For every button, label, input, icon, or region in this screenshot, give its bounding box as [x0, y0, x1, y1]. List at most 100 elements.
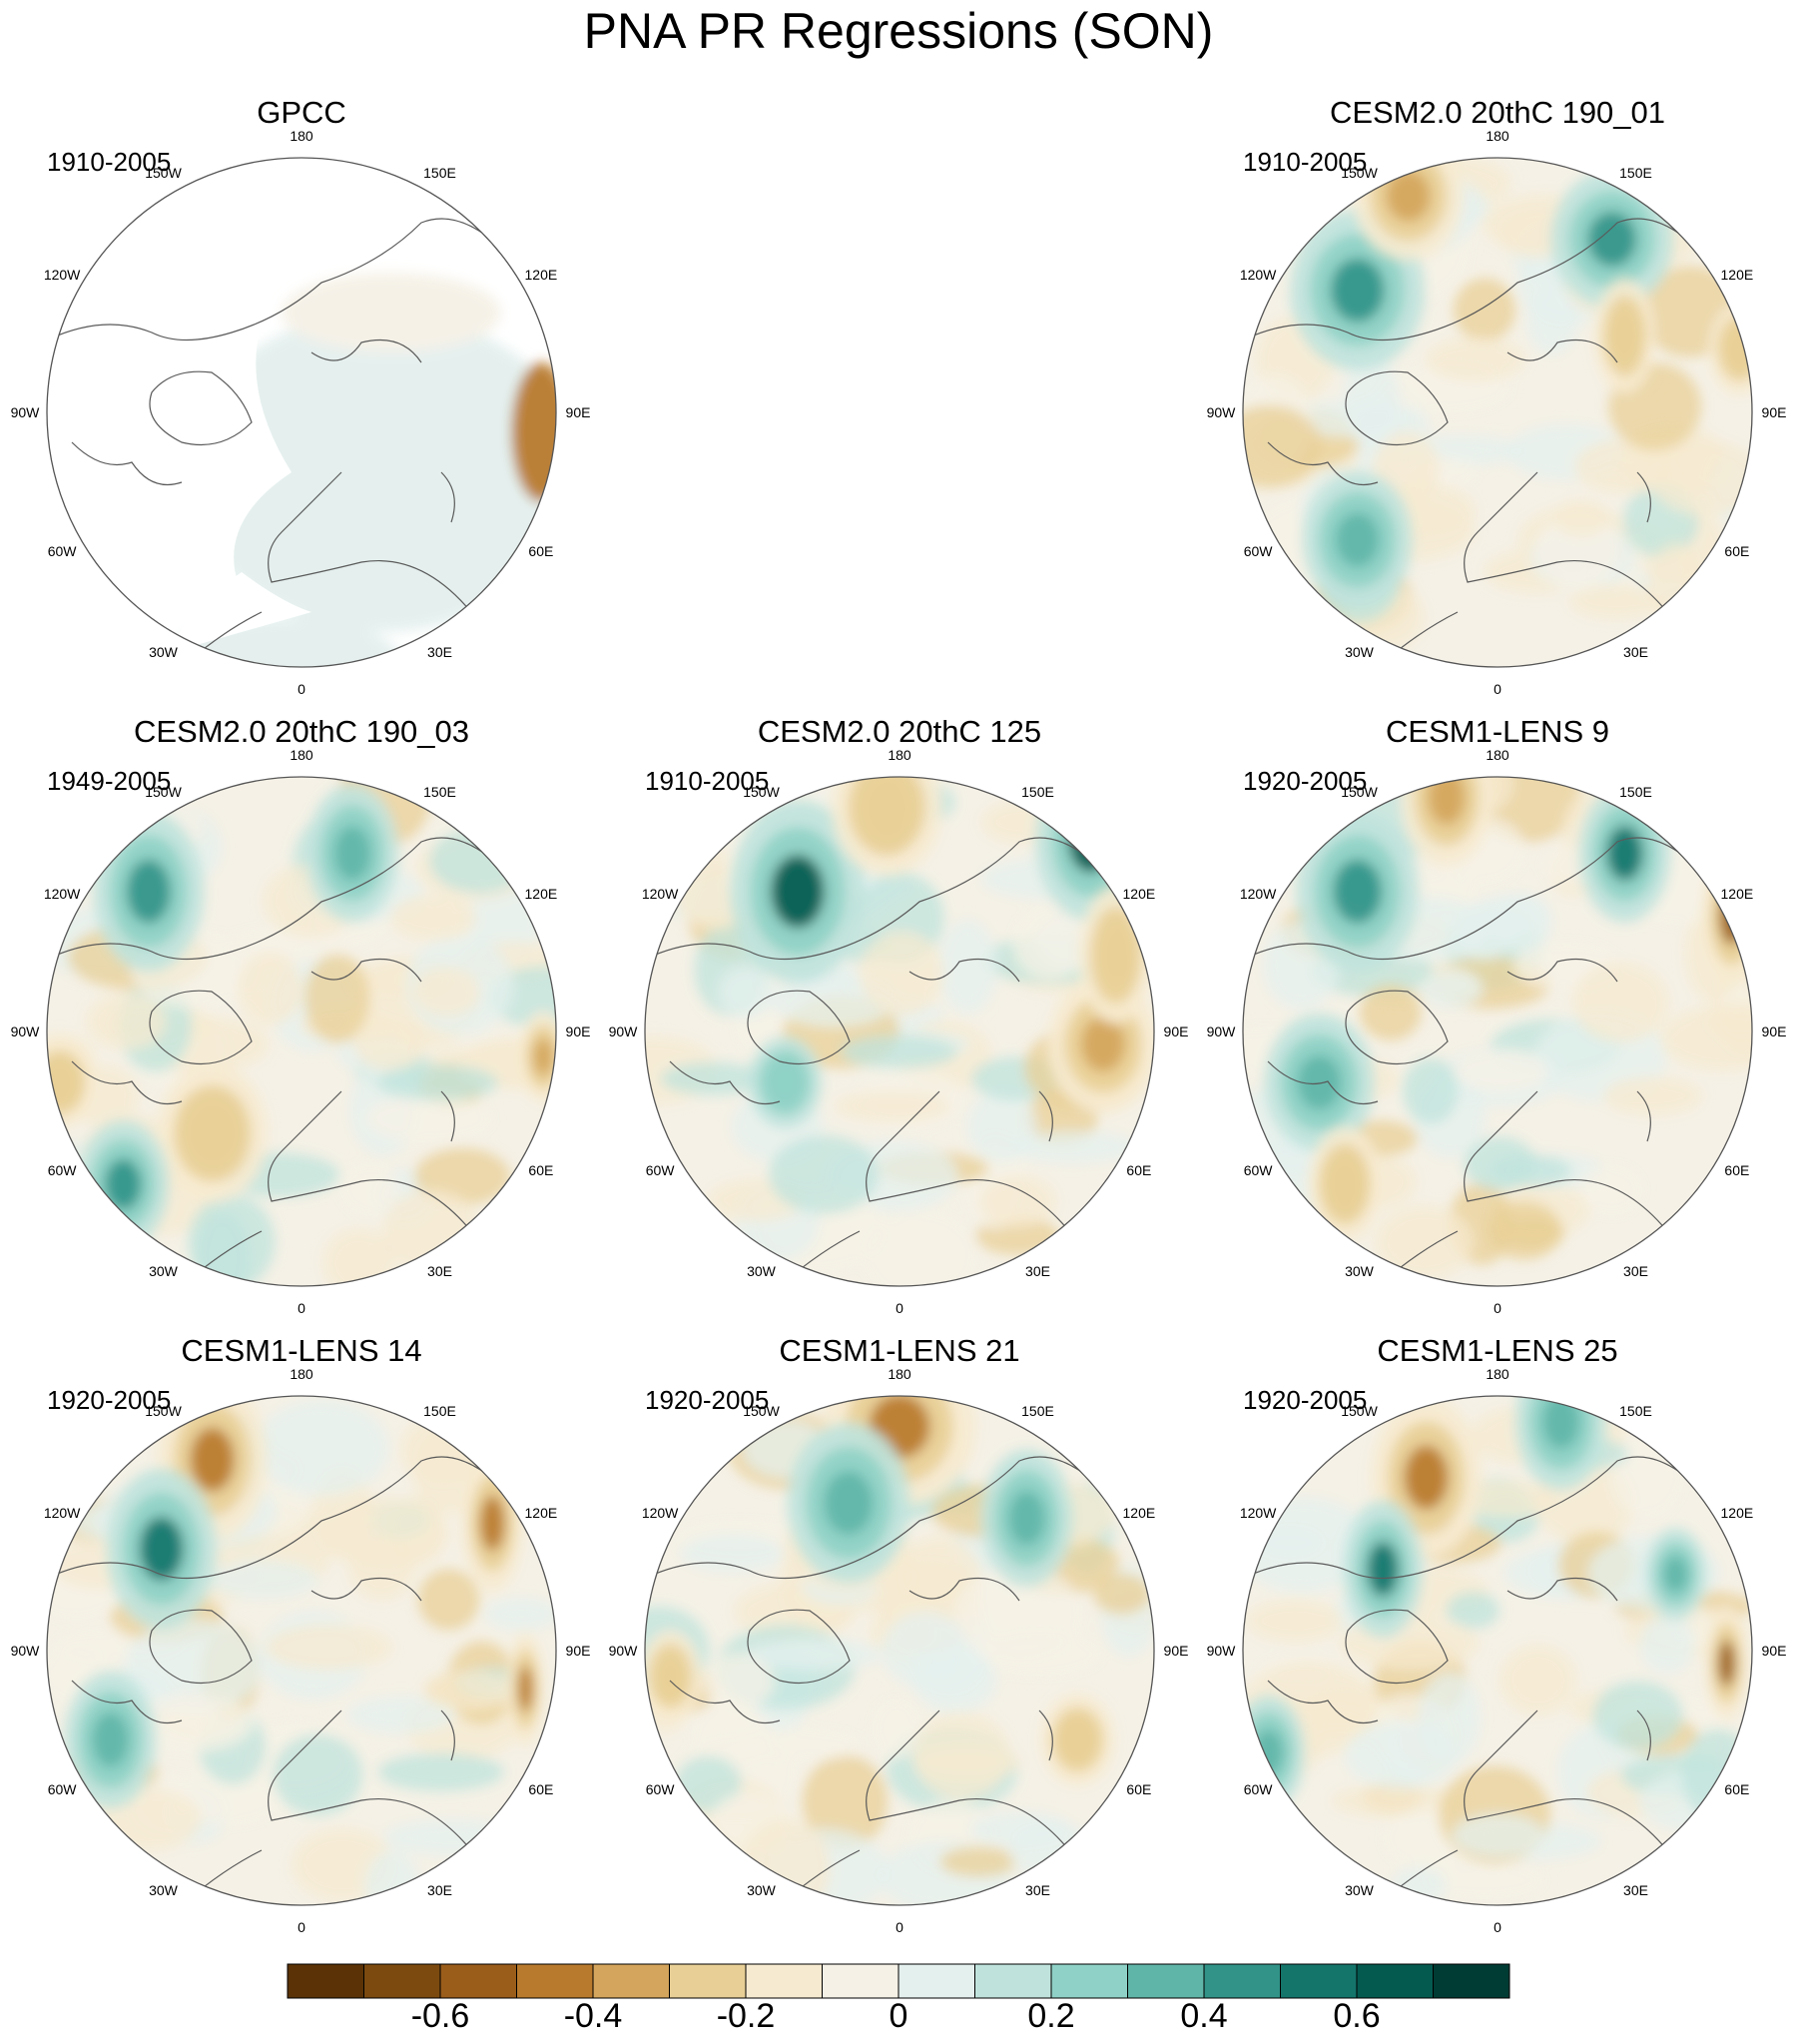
field-region	[770, 1063, 800, 1101]
longitude-label: 60E	[528, 542, 554, 559]
ocean-mask	[47, 300, 292, 612]
longitude-label: 150W	[743, 1403, 780, 1420]
longitude-label: 30W	[149, 643, 178, 660]
coastline	[1038, 1090, 1053, 1142]
field-region	[282, 273, 501, 352]
field-region	[1386, 170, 1431, 222]
field-region	[865, 780, 909, 836]
coastline	[71, 441, 183, 486]
longitude-label: 150E	[1619, 1403, 1652, 1420]
colorbar-tick-label: 0	[889, 1997, 908, 2035]
field-region	[175, 1767, 284, 1826]
longitude-label: 180	[290, 128, 313, 144]
longitude-label: 120E	[1122, 885, 1156, 902]
colorbar-tick-label: 0.4	[1180, 1997, 1228, 2035]
longitude-label: 150W	[1341, 165, 1378, 182]
coastline	[1267, 1060, 1379, 1105]
longitude-label: 180	[888, 1366, 911, 1382]
field-region	[304, 954, 370, 1043]
longitude-label: 60E	[528, 1161, 554, 1178]
panel-title: CESM1-LENS 25	[1377, 1333, 1618, 1368]
longitude-label: 60E	[528, 1780, 554, 1797]
longitude-label: 90W	[1206, 1023, 1236, 1039]
field-region	[1335, 511, 1380, 568]
field-region	[1062, 1720, 1093, 1758]
coastline	[310, 958, 422, 983]
longitude-label: 30W	[149, 1262, 178, 1279]
field-region	[1454, 278, 1515, 341]
field-region	[1612, 313, 1637, 359]
field-region	[1403, 1057, 1459, 1124]
map-panel: CESM1-LENS 21 1920-2005 180 150E 120E 90E 60…	[600, 1333, 1199, 1952]
colorbar-swatch	[516, 1963, 594, 1999]
field-region	[938, 919, 997, 1015]
field-region	[1426, 337, 1525, 381]
polar-map	[1242, 1395, 1753, 1906]
field-region	[190, 1427, 235, 1492]
field-region	[412, 967, 480, 1016]
longitude-label: 30E	[1025, 1262, 1050, 1279]
field-region	[339, 1162, 399, 1216]
field-region	[123, 1619, 262, 1715]
map-border	[644, 1395, 1155, 1906]
longitude-label: 90E	[565, 1643, 591, 1659]
longitude-label: 120E	[1720, 885, 1754, 902]
field-region	[1360, 984, 1422, 1040]
longitude-label: 180	[1486, 747, 1509, 763]
longitude-label: 90W	[10, 1643, 40, 1659]
longitude-label: 90E	[1163, 1023, 1189, 1039]
map-panel: CESM2.0 20thC 190_01 1910-2005 180 150E 12…	[1198, 95, 1797, 714]
longitude-label: 90W	[10, 1023, 40, 1039]
field-region	[1592, 1681, 1683, 1750]
field-region	[382, 1189, 481, 1274]
longitude-label: 150E	[423, 1403, 456, 1420]
longitude-label: 90W	[1206, 404, 1236, 420]
longitude-label: 90W	[608, 1643, 638, 1659]
panel-period: 1910-2005	[47, 147, 172, 177]
polar-map	[644, 1395, 1155, 1906]
polar-map	[46, 157, 557, 668]
panel-title: GPCC	[257, 95, 346, 130]
field-region	[1367, 1541, 1400, 1597]
longitude-label: 0	[896, 1300, 903, 1316]
longitude-label: 90E	[1761, 1023, 1787, 1039]
coastline	[908, 1577, 1020, 1602]
field-region	[1009, 1130, 1138, 1164]
field-region	[1572, 962, 1669, 1042]
coastline	[866, 1709, 1070, 1851]
longitude-label: 120E	[524, 885, 558, 902]
longitude-label: 120W	[641, 1504, 679, 1521]
longitude-label: 120W	[1239, 266, 1277, 283]
field-region	[1101, 927, 1131, 984]
longitude-label: 60E	[1724, 1780, 1750, 1797]
longitude-label: 120W	[641, 885, 679, 902]
map-panel: CESM2.0 20thC 125 1910-2005 180 150E 120E 9…	[600, 714, 1199, 1333]
field-region	[1093, 1573, 1151, 1615]
field-region	[717, 966, 775, 1020]
longitude-label: 150W	[145, 165, 182, 182]
field-region	[1487, 1200, 1561, 1260]
coastline	[866, 1090, 1070, 1232]
panel-title: CESM1-LENS 9	[1386, 714, 1609, 749]
longitude-label: 30W	[1345, 1262, 1374, 1279]
coastline	[71, 1680, 183, 1724]
colorbar-swatch	[363, 1963, 441, 1999]
field-region	[1700, 848, 1752, 987]
ocean-mask	[47, 161, 421, 321]
field-region	[824, 1470, 874, 1536]
field-region	[1580, 1164, 1643, 1216]
longitude-label: 90E	[565, 404, 591, 420]
longitude-label: 0	[896, 1919, 903, 1935]
coastline	[1464, 1090, 1668, 1232]
longitude-label: 180	[1486, 1366, 1509, 1382]
panel-period: 1910-2005	[1243, 147, 1368, 177]
field-region	[1344, 1720, 1458, 1789]
longitude-label: 150W	[145, 1403, 182, 1420]
longitude-label: 30E	[427, 1262, 452, 1279]
field-region	[912, 1711, 1010, 1800]
field-region	[1542, 1396, 1580, 1450]
longitude-label: 150E	[1021, 784, 1054, 801]
longitude-label: 0	[298, 1919, 305, 1935]
coastline	[1636, 1709, 1651, 1761]
longitude-label: 150E	[1021, 1403, 1054, 1420]
